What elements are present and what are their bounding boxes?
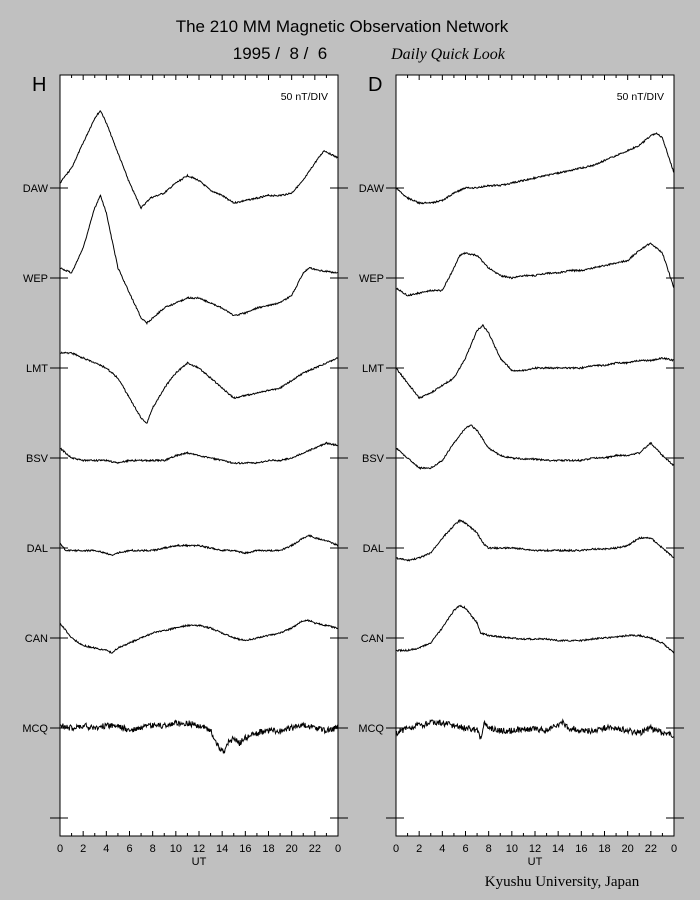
series-line-bsv [60, 441, 339, 465]
x-tick-label: 14 [216, 843, 228, 855]
x-tick-label: 22 [309, 843, 321, 855]
station-label: WEP [359, 273, 384, 285]
series-line-wep [59, 194, 339, 326]
station-label: MCQ [358, 723, 384, 735]
x-tick-label: 2 [416, 843, 422, 855]
x-tick-label: 8 [150, 843, 156, 855]
series-line-wep [396, 242, 675, 297]
d-component-panel: D 50 nT/DIV 0 2 4 6 8 10 12 14 16 18 20 22 0 UT DAW WEP LM… [358, 74, 684, 868]
h-component-panel: H 50 nT/DIV 0 2 4 6 8 10 12 14 16 18 20 22 0 UT DAW WEP LM… [22, 74, 348, 868]
station-label: BSV [362, 453, 385, 465]
chart-date: 1995 / 8 / 6 [233, 44, 328, 63]
station-label: CAN [25, 633, 48, 645]
station-label: BSV [26, 453, 49, 465]
station-label: LMT [26, 363, 48, 375]
series-line-dal [59, 534, 339, 557]
x-tick-label: 16 [239, 843, 251, 855]
chart-subtitle: Daily Quick Look [390, 46, 506, 63]
series-line-dal [395, 519, 675, 562]
x-tick-label: 22 [645, 843, 657, 855]
series-line-can [395, 604, 675, 654]
series-line-daw [59, 110, 339, 210]
series-line-daw [395, 132, 675, 205]
x-tick-label: 8 [486, 843, 492, 855]
x-tick-label: 10 [170, 843, 182, 855]
series-line-bsv [396, 424, 675, 470]
x-tick-label: 18 [262, 843, 274, 855]
footer-credit: Kyushu University, Japan [485, 874, 640, 890]
station-label: LMT [362, 363, 384, 375]
scale-label: 50 nT/DIV [617, 91, 664, 103]
panel-label: H [32, 74, 46, 96]
x-tick-label: 18 [598, 843, 610, 855]
chart-title: The 210 MM Magnetic Observation Network [176, 17, 509, 36]
x-tick-label: 0 [57, 843, 63, 855]
station-label: CAN [361, 633, 384, 645]
x-axis-label: UT [192, 856, 207, 868]
station-label: DAW [359, 183, 385, 195]
x-tick-label: 12 [529, 843, 541, 855]
x-axis-label: UT [528, 856, 543, 868]
x-tick-label: 0 [335, 843, 341, 855]
x-tick-label: 6 [462, 843, 468, 855]
x-tick-label: 10 [506, 843, 518, 855]
station-label: DAL [27, 543, 48, 555]
x-tick-label: 4 [103, 843, 109, 855]
x-tick-label: 20 [622, 843, 634, 855]
series-line-mcq [396, 718, 675, 740]
scale-label: 50 nT/DIV [281, 91, 328, 103]
x-tick-label: 0 [393, 843, 399, 855]
series-line-mcq [59, 719, 339, 755]
x-tick-label: 16 [575, 843, 587, 855]
x-tick-label: 20 [286, 843, 298, 855]
station-label: DAL [363, 543, 384, 555]
x-tick-label: 12 [193, 843, 205, 855]
series-line-lmt [395, 323, 675, 400]
x-tick-label: 14 [552, 843, 564, 855]
panel-label: D [368, 74, 382, 96]
series-line-lmt [59, 351, 339, 424]
station-label: MCQ [22, 723, 48, 735]
series-line-can [59, 618, 339, 654]
x-tick-label: 4 [439, 843, 445, 855]
station-label: WEP [23, 273, 48, 285]
x-tick-label: 2 [80, 843, 86, 855]
station-label: DAW [23, 183, 49, 195]
x-tick-label: 0 [671, 843, 677, 855]
x-tick-label: 6 [126, 843, 132, 855]
